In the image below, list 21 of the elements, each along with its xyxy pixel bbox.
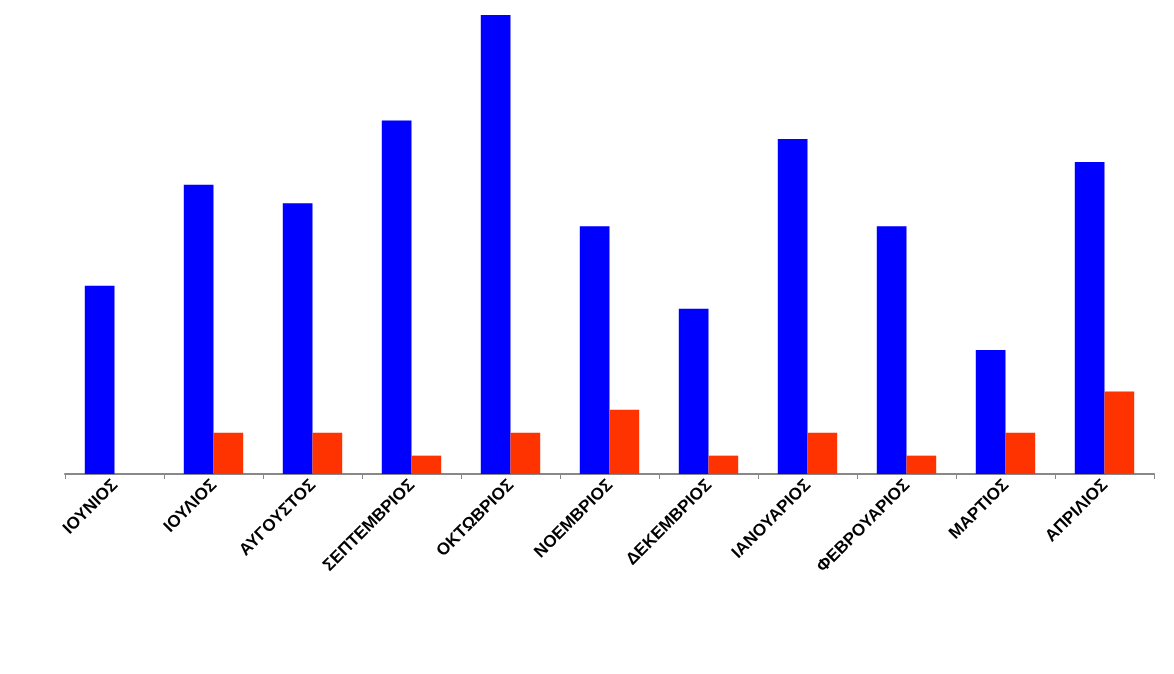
bar xyxy=(876,226,907,474)
bar xyxy=(708,455,739,474)
bar xyxy=(480,15,511,474)
bar xyxy=(1104,391,1135,474)
bar xyxy=(411,455,442,474)
bar xyxy=(609,409,640,474)
bar xyxy=(510,432,541,474)
bar xyxy=(84,285,115,474)
bar xyxy=(807,432,838,474)
bar xyxy=(1074,161,1105,474)
bar xyxy=(975,350,1006,474)
bar xyxy=(777,138,808,474)
bar xyxy=(213,432,244,474)
bar xyxy=(1005,432,1036,474)
bar xyxy=(678,308,709,474)
bar xyxy=(282,203,313,474)
bar xyxy=(381,120,412,474)
bar xyxy=(579,226,610,474)
bar xyxy=(183,184,214,474)
bar xyxy=(906,455,937,474)
bar xyxy=(312,432,343,474)
